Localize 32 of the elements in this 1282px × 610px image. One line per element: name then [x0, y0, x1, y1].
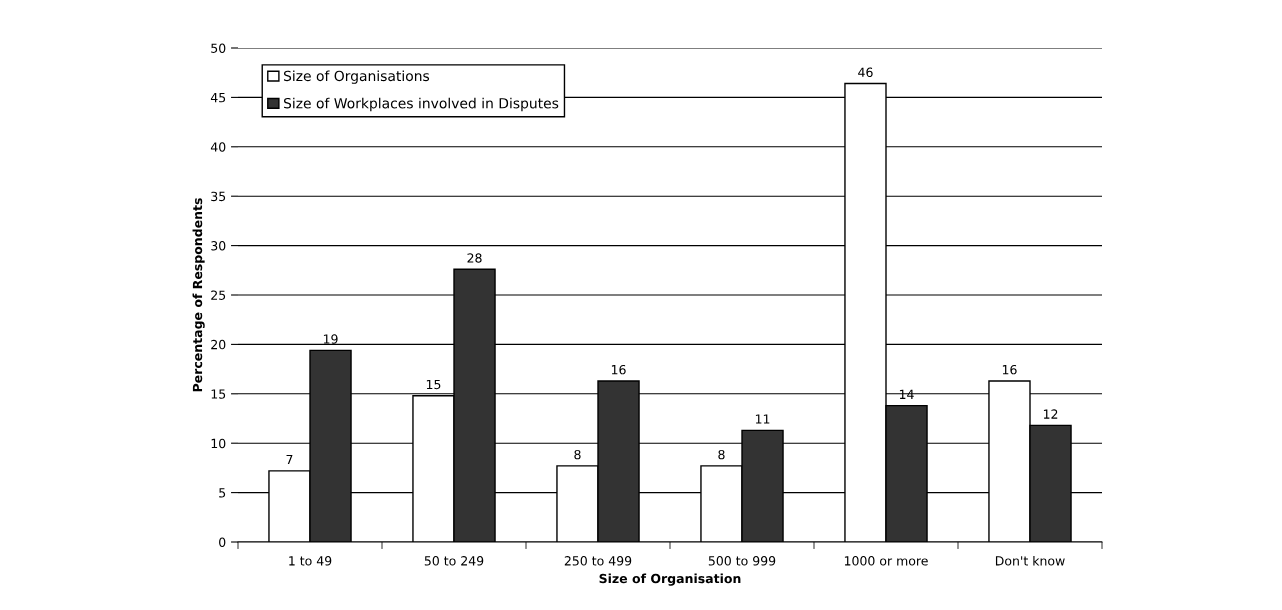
y-tick-label: 45 [210, 93, 226, 103]
x-tick-label: 1 to 49 [289, 556, 332, 566]
data-label: 16 [1002, 364, 1017, 375]
y-tick-label: 30 [211, 241, 226, 251]
y-tick-label: 20 [211, 339, 226, 350]
data-label: 15 [426, 379, 441, 390]
y-tick-label: 0 [219, 537, 226, 547]
y-tick-label: 50 [211, 43, 226, 53]
y-tick-label: 10 [211, 438, 226, 449]
legend-label: Size of Workplaces involved in Disputes [283, 97, 559, 112]
y-tick-label: 25 [211, 290, 226, 300]
data-label: 28 [467, 253, 482, 263]
x-tick-label: 50 to 249 [424, 556, 484, 566]
data-label: 8 [574, 449, 581, 460]
x-tick-label: 250 to 499 [564, 556, 632, 566]
data-label: 19 [323, 334, 338, 344]
data-label: 12 [1043, 409, 1058, 419]
data-label: 7 [286, 454, 293, 465]
x-tick-label: 1000 or more [844, 556, 928, 566]
data-label: 16 [611, 364, 626, 375]
data-label: 8 [718, 449, 725, 460]
data-label: 11 [755, 414, 770, 424]
data-label: 46 [858, 67, 873, 77]
x-axis-title: Size of Organisation [599, 573, 741, 586]
y-tick-label: 40 [210, 142, 226, 152]
y-tick-label: 35 [211, 191, 226, 202]
x-tick-label: Don't know [995, 555, 1065, 566]
x-tick-label: 500 to 999 [708, 556, 776, 566]
y-tick-label: 15 [211, 389, 226, 399]
y-axis-title: Percentage of Respondents [192, 198, 205, 392]
y-tick-label: 5 [219, 488, 226, 498]
legend-label: Size of Organisations [283, 70, 430, 84]
